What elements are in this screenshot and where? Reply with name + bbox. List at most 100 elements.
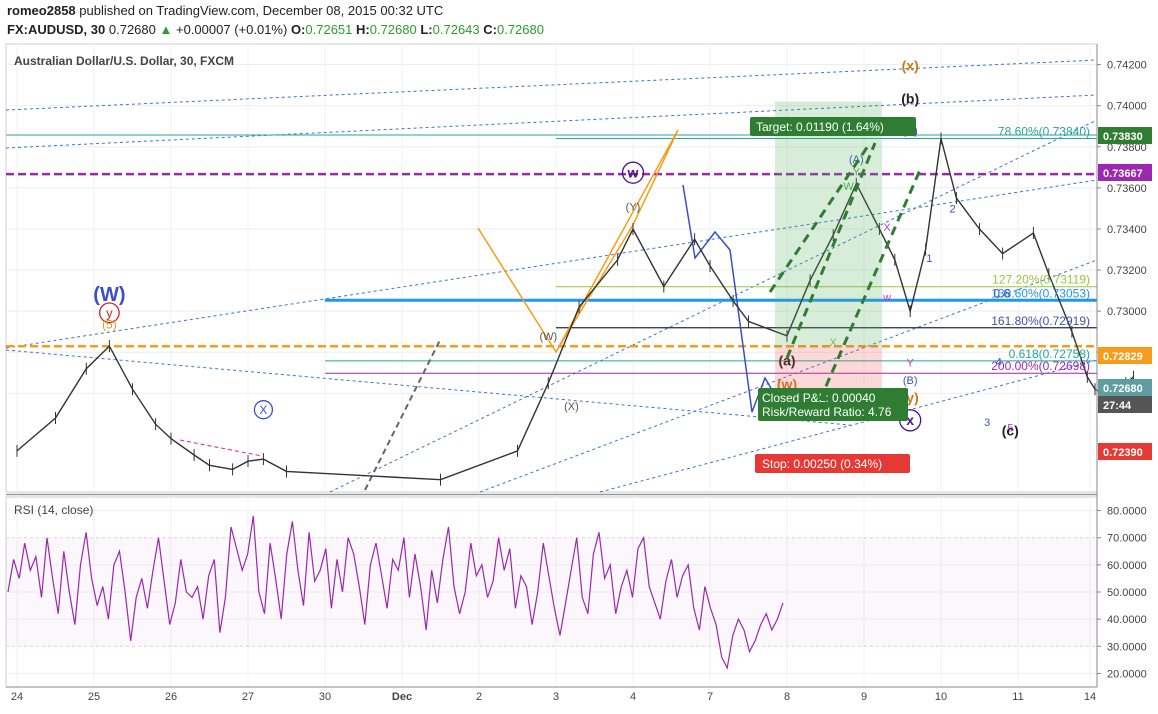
time-tick-label: 30 <box>319 691 331 703</box>
pnl-badge[interactable] <box>758 388 908 421</box>
wave-label: (A) <box>849 154 864 166</box>
trade-box[interactable]: Target: 0.01190 (1.64%) Stop: 0.00250 (0.… <box>750 101 922 473</box>
time-tick-label: 14 <box>1084 691 1096 703</box>
wave-label: 5 <box>1007 422 1013 434</box>
chart-title: Australian Dollar/U.S. Dollar, 30, FXCM <box>14 54 234 68</box>
price-level-badge <box>1098 396 1152 413</box>
wave-label: X <box>830 337 838 349</box>
wave-label-circle <box>253 400 274 420</box>
ratio-label: Risk/Reward Ratio: 4.76 <box>762 405 892 419</box>
wave-label: Y <box>853 167 861 179</box>
wave-label: w <box>882 292 891 304</box>
rsi-pane[interactable] <box>6 510 1097 674</box>
publisher-name[interactable]: romeo2858 <box>7 3 76 18</box>
rsi-tick-label: 70.0000 <box>1107 533 1147 545</box>
wave-label: (a) <box>778 353 795 369</box>
price-tick-label: 0.73000 <box>1107 306 1147 318</box>
fib-level-label: 138.60%(0.73053) <box>991 286 1090 300</box>
trend-channel-line <box>479 259 1098 493</box>
wave-label: W <box>843 181 854 193</box>
fib-level-label: 78.60%(0.73840) <box>998 125 1090 139</box>
wave-label: X <box>883 222 891 234</box>
fib-level-label: 161.80%(0.72919) <box>991 314 1090 328</box>
price-tick-label: 0.73600 <box>1107 183 1147 195</box>
wave-label: (5) <box>102 318 117 332</box>
main-pane-frame <box>5 43 1098 493</box>
stop-badge[interactable] <box>755 454 910 473</box>
high-label: H: <box>356 22 370 37</box>
pnl-label: Closed P&L: 0.00040 <box>762 391 876 405</box>
time-tick-label: 4 <box>630 691 636 703</box>
time-tick-label: 11 <box>1012 691 1023 703</box>
chart-header: romeo2858 published on TradingView.com, … <box>0 0 1158 42</box>
wave-label: (X) <box>564 401 579 413</box>
time-tick-label: 3 <box>553 691 559 703</box>
rsi-tick-label: 80.0000 <box>1107 506 1147 518</box>
orange-zigzag <box>477 129 679 354</box>
time-tick-label: 27 <box>242 691 254 703</box>
fib-level-label: 127.20%(0.73119) <box>992 273 1090 287</box>
time-tick-label: 24 <box>11 691 23 703</box>
published-text: published on TradingView.com, December 0… <box>79 3 444 18</box>
target-zone <box>775 101 882 347</box>
time-tick-label: 9 <box>861 691 867 703</box>
rsi-line[interactable] <box>7 515 784 670</box>
price-tick-label: 0.74000 <box>1107 101 1147 113</box>
time-tick-label: 2 <box>476 691 482 703</box>
fib-level-label: 0.618(0.72758) <box>1009 347 1090 361</box>
wave-label: 2 <box>949 204 955 216</box>
price-series[interactable] <box>16 132 1134 486</box>
time-tick-label: 25 <box>88 691 100 703</box>
trend-channel-line <box>5 59 1098 111</box>
wave-label: (Y) <box>626 201 641 213</box>
price-tick-label: 0.74200 <box>1107 60 1147 72</box>
trend-channel-line <box>329 119 1098 493</box>
wave-label: (b) <box>901 91 919 107</box>
open-value: 0.72651 <box>305 22 353 37</box>
time-tick-label: 26 <box>165 691 177 703</box>
wave-label: 3 <box>984 417 990 429</box>
ohlc-line: FX:AUDUSD, 30 0.72680 ▲ +0.00007 (+0.01%… <box>7 22 544 37</box>
wave-label: (c) <box>1002 422 1019 438</box>
price-level-label: 0.73830 <box>1103 131 1143 143</box>
rsi-title: RSI (14, close) <box>14 503 93 517</box>
rsi-tick-label: 30.0000 <box>1107 641 1147 653</box>
projection-line <box>364 339 441 491</box>
price-level-badge <box>1098 443 1152 460</box>
wave-label: 4 <box>996 357 1002 369</box>
projection-arrow <box>785 142 877 359</box>
axes: 0.74200 0.74000 0.73800 0.73600 0.73400 0.732… <box>6 44 1152 703</box>
price-level-badge <box>1098 379 1152 396</box>
price-level-label: 0.72829 <box>1103 351 1143 363</box>
rsi-tick-label: 20.0000 <box>1107 668 1147 680</box>
price-tick-label: 0.73200 <box>1107 265 1147 277</box>
wave-label: Y <box>907 358 915 370</box>
wave-label: (W) <box>539 331 557 343</box>
price-level-label: 0.72680 <box>1103 383 1143 395</box>
target-badge[interactable] <box>750 117 916 136</box>
trend-channel-line <box>5 94 1098 149</box>
wave-label-circle <box>99 302 120 324</box>
price-line[interactable] <box>16 138 1134 481</box>
price-tick-label: 0.73400 <box>1107 224 1147 236</box>
time-tick-label: Dec <box>392 691 412 703</box>
price-level-label: 0.73667 <box>1103 168 1143 180</box>
price-change: +0.00007 (+0.01%) <box>176 22 288 37</box>
time-tick-label: 8 <box>784 691 790 703</box>
wave-label: X <box>259 403 267 417</box>
wave-label: y <box>106 305 113 320</box>
price-level-badge <box>1098 164 1152 181</box>
wave-label: (x) <box>902 58 919 74</box>
projection-arrow <box>818 169 922 401</box>
last-price: 0.72680 <box>108 22 156 37</box>
stop-label: Stop: 0.00250 (0.34%) <box>762 457 882 471</box>
target-label: Target: 0.01190 (1.64%) <box>756 120 884 134</box>
wave-label: (B) <box>903 375 918 387</box>
wave-labels: 78.60%(0.73840) 127.20%(0.73119)138.60%(0… <box>93 58 1090 439</box>
rsi-tick-label: 50.0000 <box>1107 587 1147 599</box>
fib-level-label: 200.00%(0.72698) <box>991 359 1090 373</box>
trend-channel-line <box>5 179 1098 349</box>
rsi-tick-label: 60.0000 <box>1107 560 1147 572</box>
price-tick-label: 0.73800 <box>1107 142 1147 154</box>
